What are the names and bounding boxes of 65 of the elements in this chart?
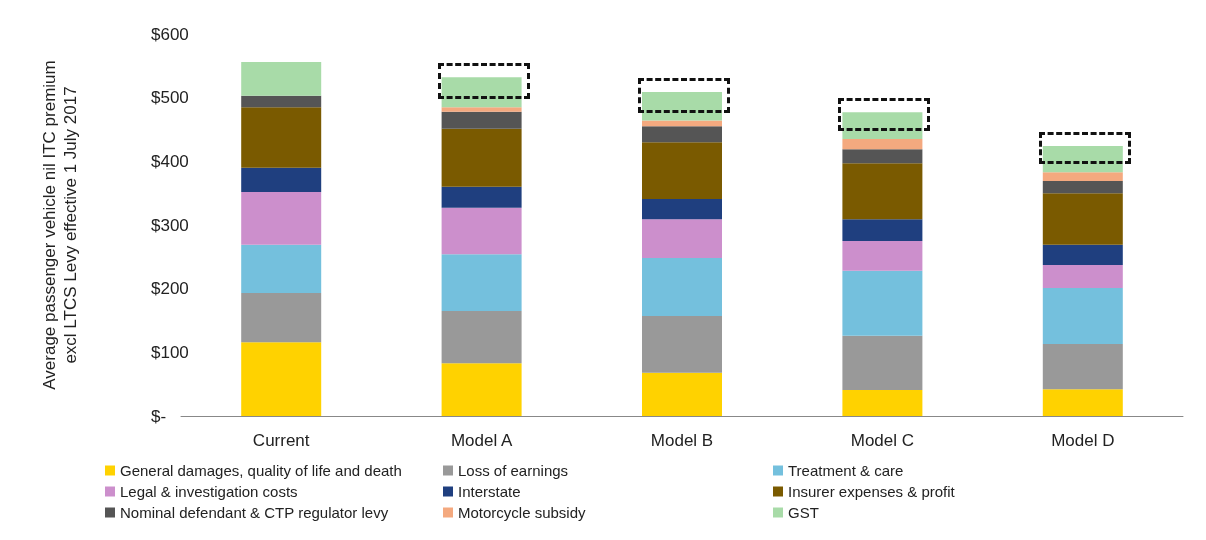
bar <box>1042 172 1123 182</box>
bar <box>1042 389 1123 416</box>
y-tick-label: $300 <box>151 215 189 235</box>
bar <box>642 126 722 143</box>
legend-label: GST <box>788 504 819 521</box>
bar <box>642 219 722 259</box>
bar <box>1042 146 1123 173</box>
bar <box>842 240 923 271</box>
bar <box>1042 265 1123 289</box>
bar <box>642 372 722 416</box>
y-tick-label: $500 <box>151 88 189 108</box>
bar <box>441 77 522 108</box>
bar <box>1042 193 1123 245</box>
y-tick-label: $200 <box>151 279 189 299</box>
bar <box>441 128 522 187</box>
bar <box>642 316 722 373</box>
legend-label: Nominal defendant & CTP regulator levy <box>120 504 389 521</box>
bar <box>842 139 923 150</box>
bar <box>441 310 522 364</box>
bar <box>1042 344 1123 390</box>
legend-label: Insurer expenses & profit <box>788 483 956 500</box>
bar <box>441 186 522 208</box>
bar <box>241 342 322 416</box>
bar <box>241 191 322 245</box>
bar <box>1042 288 1123 345</box>
bar <box>241 95 322 108</box>
bar <box>441 111 522 129</box>
bar <box>1042 181 1123 194</box>
y-tick-label: $600 <box>151 24 189 44</box>
legend-label: Legal & investigation costs <box>120 483 298 500</box>
legend-label: General damages, quality of life and death <box>120 462 402 479</box>
bar <box>241 107 322 168</box>
bar <box>642 258 722 317</box>
y-tick-label: $100 <box>151 342 189 362</box>
bar <box>842 149 923 164</box>
bar <box>441 254 522 311</box>
bar <box>241 244 322 294</box>
legend-label: Treatment & care <box>788 462 904 479</box>
y-tick-label: $- <box>151 406 167 426</box>
legend-label: Motorcycle subsidy <box>458 504 587 521</box>
x-tick-label: Model D <box>1051 431 1115 450</box>
bar <box>842 335 923 390</box>
x-tick-label: Current <box>252 431 310 450</box>
legend-label: Loss of earnings <box>458 462 569 479</box>
bar <box>241 293 322 343</box>
bar <box>842 163 923 220</box>
bar <box>842 389 923 416</box>
y-tick-label: $400 <box>151 151 189 171</box>
bar <box>642 198 722 220</box>
bar <box>642 91 722 121</box>
bar <box>241 167 322 192</box>
bar <box>842 112 923 140</box>
bar <box>842 219 923 241</box>
bar <box>441 107 522 112</box>
bar <box>842 270 923 336</box>
x-tick-label: Model A <box>450 431 513 450</box>
x-tick-label: Model B <box>650 431 714 450</box>
bar <box>642 142 722 199</box>
bar <box>441 207 522 255</box>
bar <box>1042 244 1123 266</box>
legend-label: Interstate <box>458 483 521 500</box>
y-axis-title: Average passenger vehicle nil ITC premium excl LTCS Levy effective 1 July 2017 <box>40 60 80 390</box>
x-tick-label: Model C <box>850 431 915 450</box>
bar <box>241 62 322 96</box>
bar <box>441 363 522 416</box>
